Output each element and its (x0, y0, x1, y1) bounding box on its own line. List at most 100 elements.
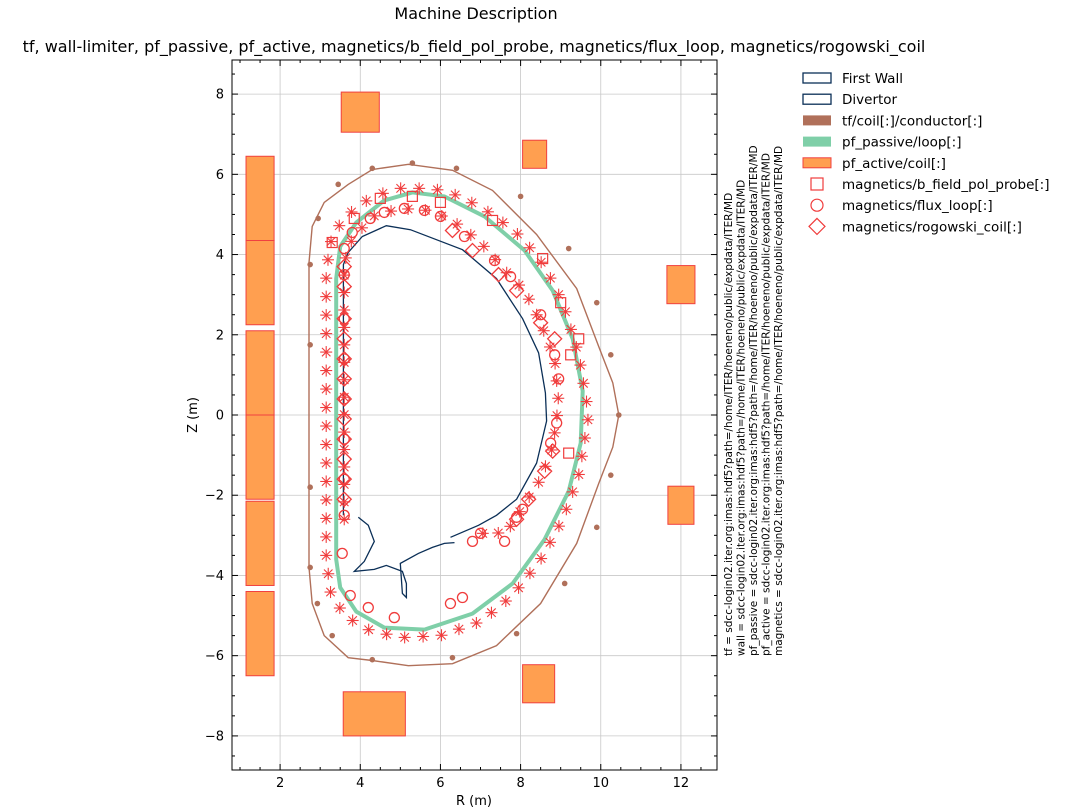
probe-stroke (501, 596, 511, 606)
legend-swatch (803, 115, 831, 126)
probe-stroke (536, 257, 546, 267)
b-field-pol-probe (572, 468, 585, 481)
b-field-pol-probe (499, 595, 512, 608)
pf-passive-loop (334, 190, 585, 632)
probe-stroke (554, 521, 564, 531)
side-text-wall: wall = sdcc-login02.iter.org:imas:hdf5?p… (736, 180, 748, 656)
y-tick-label: 0 (216, 409, 224, 424)
b-field-pol-probe (492, 526, 505, 539)
side-text-magnetics: magnetics = sdcc-login02.iter.org:imas:h… (773, 146, 785, 656)
probe-stroke (514, 280, 524, 290)
probe-stroke (323, 569, 333, 579)
rogowski-coil (520, 491, 537, 508)
x-tick-label: 10 (592, 776, 609, 791)
b-field-pol-probe (321, 253, 334, 266)
b-field-pol-probe (523, 241, 536, 254)
b-field-pol-probe (320, 475, 333, 488)
b-field-pol-probe (320, 383, 333, 396)
probe-stroke (321, 439, 331, 450)
legend-label: pf_passive/loop[:] (842, 135, 962, 151)
tf-conductor-point (565, 245, 572, 252)
pf-active-coil (245, 590, 275, 677)
tf-conductor-point (307, 484, 313, 491)
legend-marker-diamond (808, 217, 826, 236)
b-field-pol-probe (333, 602, 346, 615)
rogowski-coil (336, 391, 353, 407)
probe-stroke (339, 322, 349, 333)
probe-stroke (386, 206, 396, 216)
legend: First Wall Divertor tf/coil[:]/conductor[:… (802, 71, 1049, 236)
legend-swatch (802, 157, 832, 169)
probe-stroke (321, 384, 331, 394)
rogowski-coil (490, 266, 507, 283)
rogowski-coil (336, 350, 353, 367)
tf-conductor-point (561, 580, 568, 587)
probe-stroke (525, 568, 535, 578)
b-field-pol-probe (465, 196, 478, 209)
tf-conductor-point (314, 600, 321, 607)
b-field-pol-probe (394, 182, 407, 195)
pf-active-layer (245, 91, 696, 737)
flux-loop (466, 535, 479, 548)
legend-entry: magnetics/b_field_pol_probe[:] (810, 177, 1049, 193)
b-field-pol-probe (577, 377, 590, 390)
probe-stroke (346, 236, 356, 246)
probe-stroke (321, 550, 331, 561)
rogowski-coil (508, 511, 525, 528)
tf-conductor-point (593, 524, 600, 531)
probe-stroke (325, 587, 336, 597)
b-field-pol-probe (550, 374, 563, 387)
legend-entry: Divertor (802, 92, 898, 108)
flux-loop (488, 254, 501, 267)
b-field-pol-probe-square (563, 447, 575, 459)
x-tick-label: 12 (673, 776, 690, 791)
side-text-tf: tf = sdcc-login02.iter.org:imas:hdf5?pat… (723, 193, 735, 656)
b-field-pol-probe (449, 188, 462, 201)
y-tick-label: −8 (205, 729, 224, 744)
probe-stroke (321, 532, 331, 542)
probe-stroke (381, 629, 392, 639)
y-tick-label: −2 (205, 489, 224, 504)
b-field-pol-probe (320, 290, 333, 303)
pf-active-coil (245, 240, 275, 326)
probe-stroke (321, 513, 331, 524)
probe-stroke (493, 528, 503, 538)
b-field-pol-probe (413, 182, 426, 195)
b-field-pol-probe (320, 420, 333, 433)
tf-conductor-point (369, 656, 376, 663)
y-tick-label: 4 (216, 248, 224, 263)
probe-stroke (545, 537, 555, 547)
pf-active-coil (342, 691, 406, 737)
flux-loop (364, 212, 376, 225)
legend-label: Divertor (842, 92, 898, 108)
probe-stroke (334, 221, 344, 231)
probe-stroke (321, 328, 331, 339)
wall-layer (342, 225, 548, 600)
pf-active-coil (522, 664, 556, 704)
probe-stroke (560, 307, 571, 317)
probe-stroke (335, 603, 345, 613)
b-field-pol-probe (485, 606, 498, 619)
probe-stroke (321, 291, 331, 302)
probe-stroke (515, 507, 525, 517)
probe-stroke (339, 287, 349, 298)
b-field-pol-probe (574, 359, 587, 372)
b-field-pol-probe (320, 401, 333, 414)
b-field-pol-probe (535, 552, 548, 565)
probe-stroke (323, 255, 333, 265)
probe-stroke (452, 219, 462, 229)
tf-conductor-point (607, 472, 614, 478)
tf-conductor-point (453, 165, 460, 172)
b-field-pol-probe (464, 228, 477, 241)
probe-stroke (466, 230, 476, 240)
x-tick-label: 2 (276, 776, 284, 791)
flux-loop (338, 473, 350, 485)
probe-stroke (553, 393, 563, 403)
rogowski-coil (464, 242, 481, 259)
tf-conductor-point (409, 160, 416, 166)
magnetics-layer (320, 182, 594, 644)
probe-stroke (561, 504, 571, 514)
probe-stroke (486, 608, 497, 618)
probe-stroke (403, 204, 413, 214)
b-field-pol-probe (581, 413, 594, 426)
